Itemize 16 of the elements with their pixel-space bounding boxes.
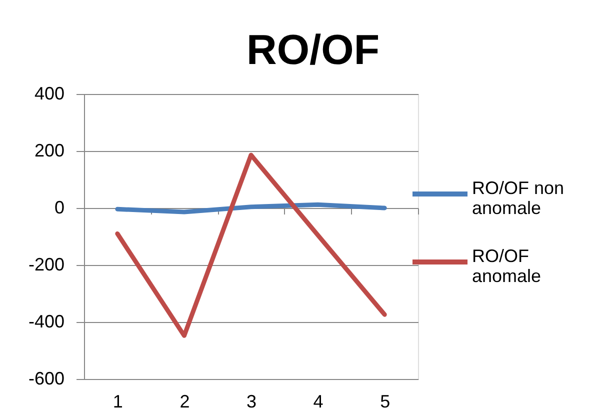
x-tick-label: 1 (112, 392, 123, 410)
y-tick-label: 200 (34, 140, 64, 160)
line-series (115, 202, 387, 214)
y-tick-label: 0 (54, 198, 64, 218)
y-tick-label: 400 (34, 84, 64, 104)
y-tick-label: -200 (28, 254, 64, 274)
legend-label: RO/OF non anomale (472, 178, 564, 218)
x-tick-label: 5 (380, 392, 390, 410)
x-tick-label: 2 (180, 392, 190, 410)
y-tick-label: -600 (28, 368, 64, 388)
legend-label: RO/OF anomale (472, 246, 542, 286)
x-tick-label: 4 (313, 392, 324, 410)
x-tick-label: 3 (246, 392, 257, 410)
line-series (115, 152, 387, 338)
y-tick-label: -400 (28, 312, 64, 332)
chart-title: RO/OF (246, 26, 380, 73)
